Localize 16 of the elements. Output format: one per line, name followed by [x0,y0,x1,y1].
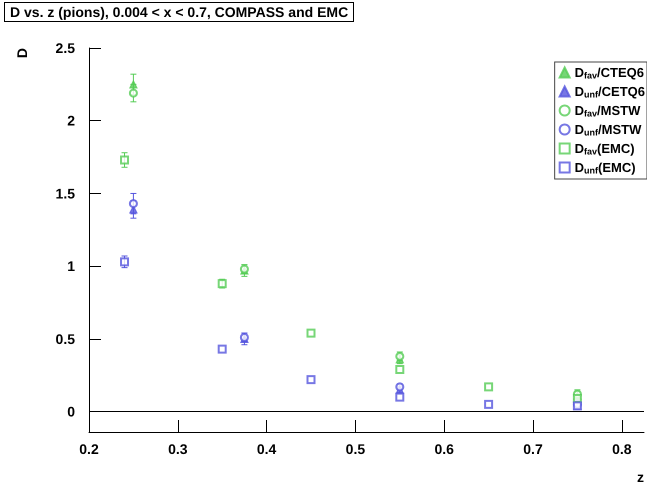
x-tick-label: 0.8 [612,441,632,457]
x-tick-label: 0.7 [523,441,543,457]
x-tick-label: 0.2 [79,441,99,457]
chart-title: D vs. z (pions), 0.004 < x < 0.7, COMPASS and EMC [10,4,348,20]
x-tick-label: 0.5 [346,441,366,457]
y-tick-label: 0 [67,404,76,420]
y-tick-label: 1.5 [56,185,76,202]
x-axis-title: z [637,469,644,485]
x-tick-label: 0.3 [168,441,188,457]
x-tick-label: 0.4 [256,441,277,457]
y-axis-title: D [14,48,30,58]
y-tick-label: 2.5 [56,40,76,56]
x-tick-label: 0.6 [434,441,454,457]
y-tick-label: 1 [67,258,76,274]
y-tick-label: 2 [67,112,76,129]
y-tick-label: 0.5 [56,330,76,347]
